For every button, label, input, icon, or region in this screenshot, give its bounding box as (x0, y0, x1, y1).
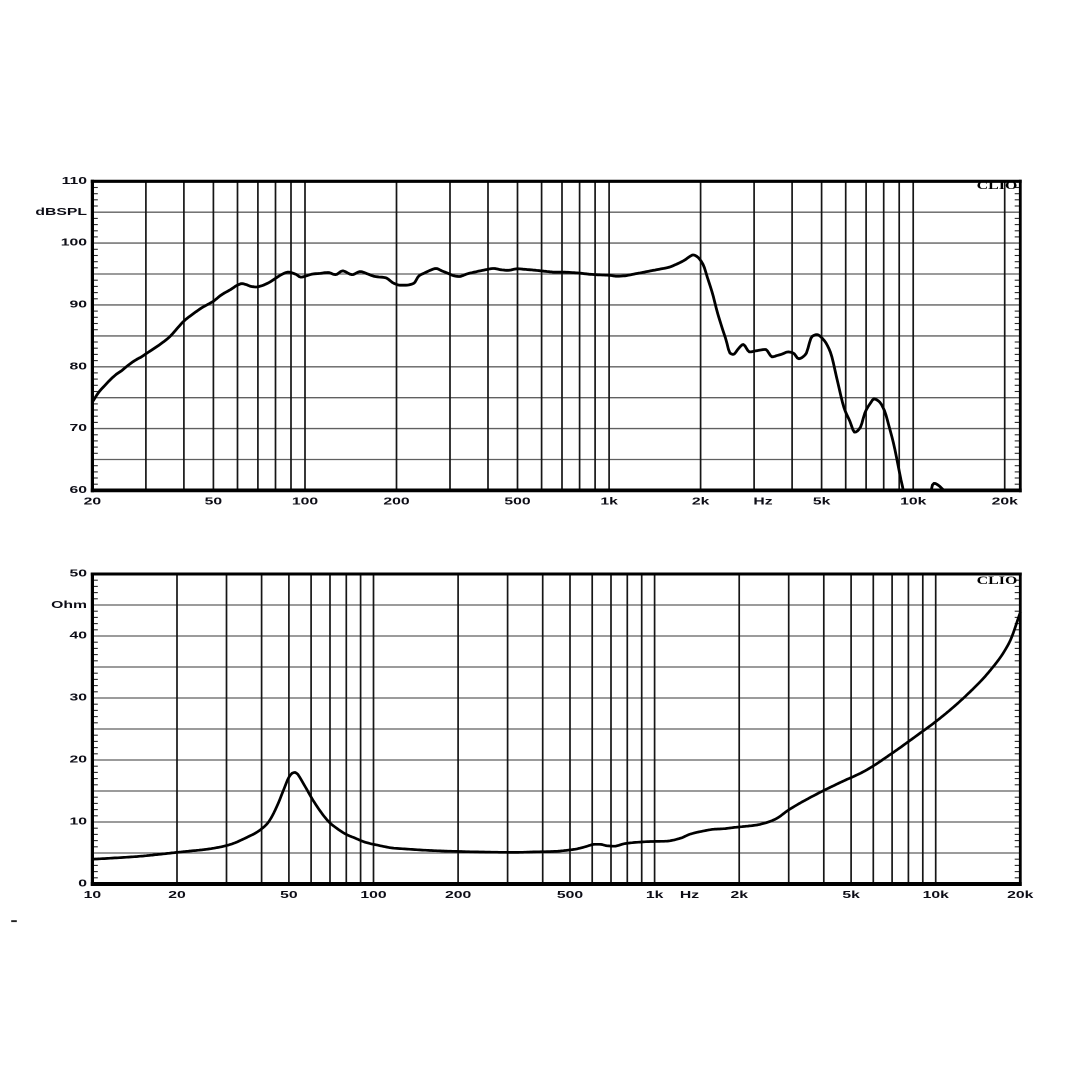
svg-text:CLIO: CLIO (977, 179, 1018, 191)
svg-text:10: 10 (69, 815, 87, 827)
svg-text:200: 200 (445, 888, 471, 900)
svg-text:2k: 2k (730, 888, 748, 900)
svg-text:500: 500 (504, 495, 530, 507)
svg-text:5k: 5k (813, 495, 831, 507)
svg-text:40: 40 (69, 629, 87, 641)
svg-text:10: 10 (84, 888, 102, 900)
svg-text:20k: 20k (1007, 888, 1034, 900)
svg-text:CLIO: CLIO (977, 574, 1018, 586)
svg-text:110: 110 (62, 174, 87, 186)
svg-text:5k: 5k (842, 888, 860, 900)
svg-text:1k: 1k (600, 495, 618, 507)
svg-text:Ohm: Ohm (51, 598, 87, 610)
svg-text:dBSPL: dBSPL (35, 206, 87, 218)
svg-text:50: 50 (69, 567, 87, 579)
svg-text:20: 20 (84, 495, 102, 507)
svg-text:100: 100 (61, 236, 87, 248)
svg-text:20: 20 (69, 753, 87, 765)
svg-text:50: 50 (280, 888, 298, 900)
svg-text:10k: 10k (923, 888, 950, 900)
svg-text:70: 70 (69, 422, 87, 434)
svg-text:1k: 1k (646, 888, 664, 900)
svg-text:80: 80 (69, 360, 87, 372)
svg-text:500: 500 (557, 888, 583, 900)
svg-text:100: 100 (292, 495, 318, 507)
svg-text:20k: 20k (992, 495, 1019, 507)
svg-text:20: 20 (168, 888, 186, 900)
svg-text:2k: 2k (692, 495, 710, 507)
svg-text:30: 30 (69, 691, 87, 703)
svg-text:90: 90 (69, 298, 87, 310)
svg-text:60: 60 (69, 484, 87, 496)
svg-text:Hz: Hz (753, 495, 773, 507)
svg-text:0: 0 (78, 877, 87, 889)
svg-text:Hz: Hz (680, 888, 700, 900)
svg-text:10k: 10k (900, 495, 927, 507)
svg-text:50: 50 (205, 495, 223, 507)
svg-text:100: 100 (360, 888, 386, 900)
svg-text:200: 200 (383, 495, 409, 507)
